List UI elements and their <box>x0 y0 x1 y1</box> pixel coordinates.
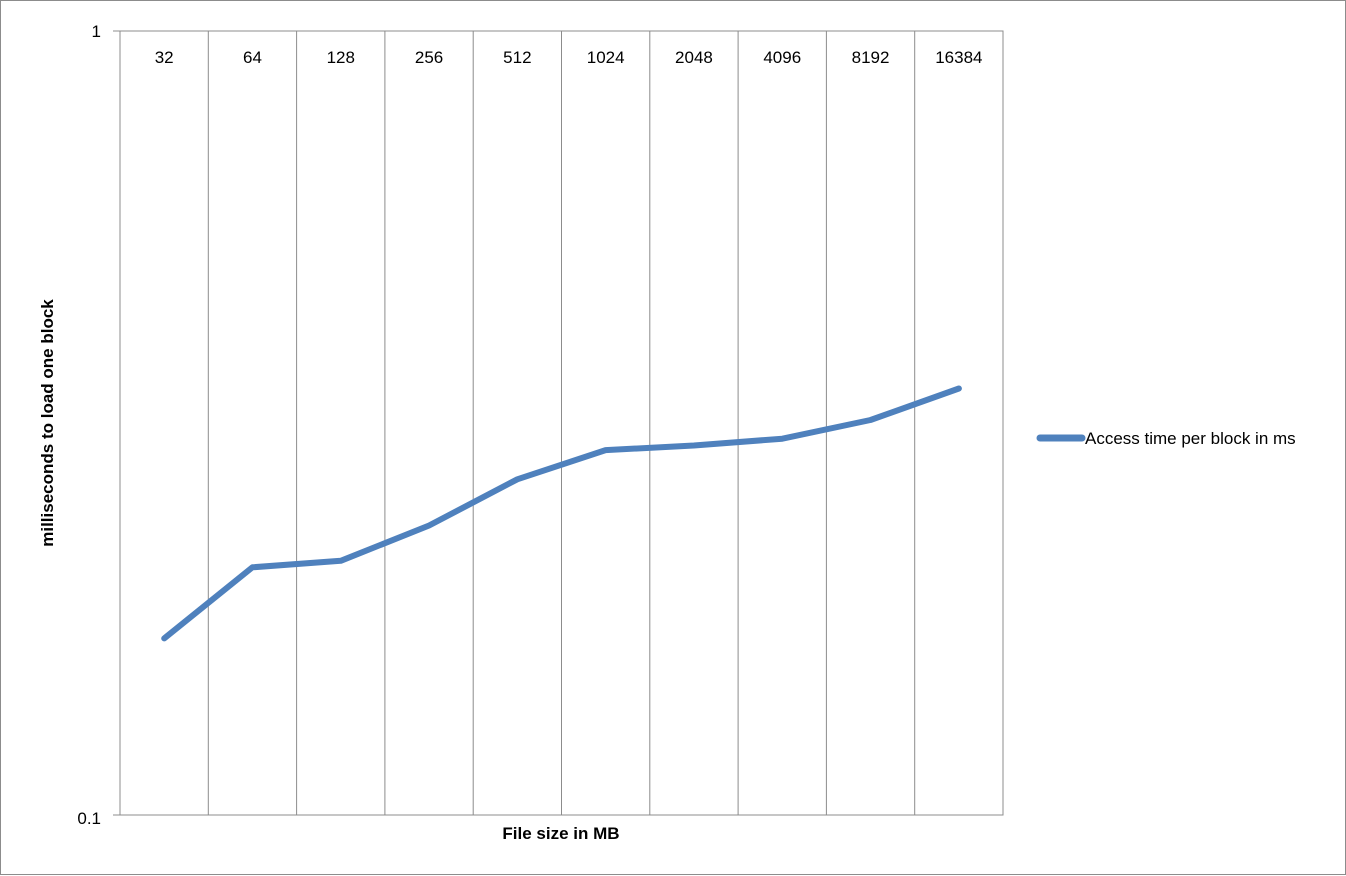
series-layer <box>161 385 962 642</box>
y-tick-label: 0.1 <box>77 809 101 828</box>
x-tick-label: 128 <box>327 48 355 67</box>
y-tick-label: 1 <box>92 22 101 41</box>
legend-label: Access time per block in ms <box>1085 429 1296 448</box>
x-tick-label: 32 <box>155 48 174 67</box>
legend: Access time per block in ms <box>1036 429 1296 448</box>
x-tick-label: 2048 <box>675 48 713 67</box>
x-tick-label: 8192 <box>852 48 890 67</box>
grid-lines <box>113 30 916 816</box>
x-tick-label: 256 <box>415 48 443 67</box>
y-tick-labels: 10.1 <box>77 22 101 828</box>
x-tick-label: 512 <box>503 48 531 67</box>
x-axis-title: File size in MB <box>502 824 619 843</box>
x-tick-label: 16384 <box>935 48 982 67</box>
series-line <box>161 385 962 642</box>
x-tick-label: 64 <box>243 48 262 67</box>
x-tick-labels: 32 64 128 256 512 1024 2048 4096 8192 16384 <box>155 48 983 67</box>
y-axis-title: milliseconds to load one block <box>38 299 57 547</box>
x-tick-label: 4096 <box>763 48 801 67</box>
x-tick-label: 1024 <box>587 48 625 67</box>
